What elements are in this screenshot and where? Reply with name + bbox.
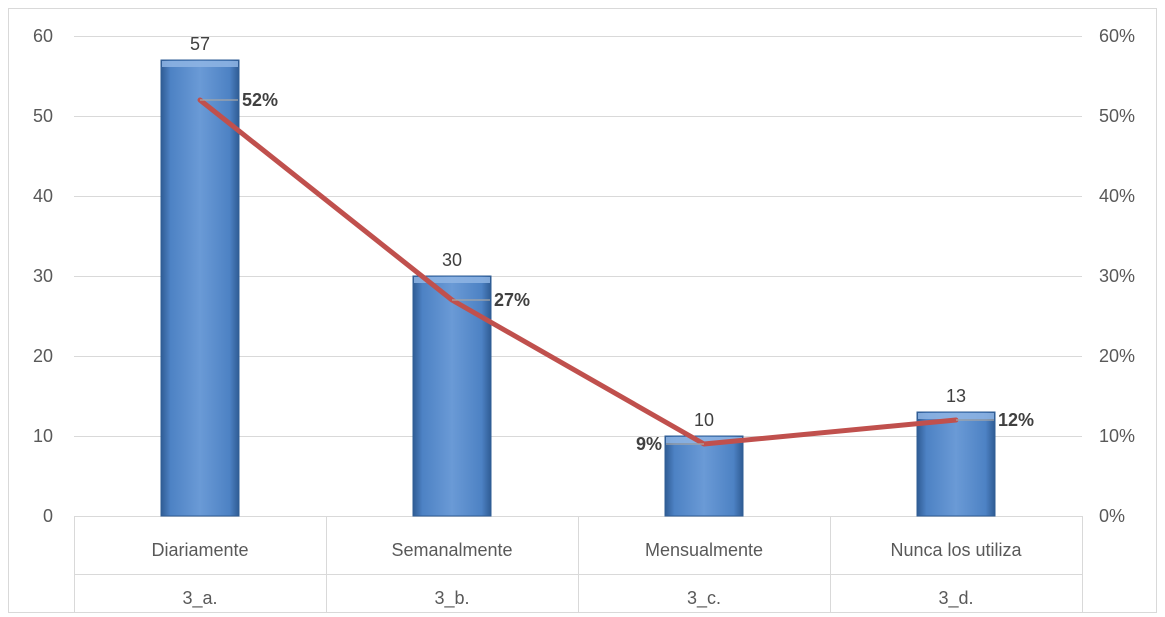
y2-tick-label: 20% [1099,346,1135,366]
y-tick-label: 60 [33,26,53,46]
bar [916,411,996,517]
y-tick-label: 20 [33,346,53,366]
y2-tick-label: 50% [1099,106,1135,126]
y-tick-label: 40 [33,186,53,206]
bar [412,275,492,517]
bar-top-highlight [918,413,994,419]
category-code: 3_a. [182,588,217,609]
bar-value-label: 57 [190,34,210,54]
category-code: 3_d. [938,588,973,609]
bar-top-highlight [414,277,490,283]
category-label: Semanalmente [391,540,512,560]
y-tick-label: 0 [43,506,53,526]
percent-label: 9% [636,434,662,454]
chart-frame [8,8,1157,613]
category-code: 3_b. [434,588,469,609]
percent-label: 27% [494,290,530,310]
percent-line [197,97,959,447]
y-axis-left: 0 10 20 30 40 50 60 [33,26,53,526]
y2-tick-label: 10% [1099,426,1135,446]
y2-tick-label: 0% [1099,506,1125,526]
percent-label: 12% [998,410,1034,430]
bar [160,59,240,517]
y-tick-label: 30 [33,266,53,286]
y2-tick-label: 40% [1099,186,1135,206]
gridlines [74,36,1082,517]
y-tick-label: 50 [33,106,53,126]
percent-series-line [197,97,959,447]
bar-top-highlight [666,437,742,443]
bar [664,435,744,517]
category-code: 3_c. [687,588,721,609]
bars [160,59,996,517]
bar-value-label: 30 [442,250,462,270]
y2-tick-label: 60% [1099,26,1135,46]
category-label: Diariamente [151,540,248,560]
y-axis-right: 0% 10% 20% 30% 40% 50% 60% [1099,26,1135,526]
y-tick-label: 10 [33,426,53,446]
bar-value-label: 10 [694,410,714,430]
bar-top-highlight [162,61,238,67]
percent-label: 52% [242,90,278,110]
x-axis: Diariamente 3_a. Semanalmente 3_b. Mensualme… [74,516,1083,612]
category-label: Nunca los utiliza [890,540,1022,560]
bar-value-label: 13 [946,386,966,406]
category-label: Mensualmente [645,540,763,560]
data-labels: 57 30 10 13 52% 27% 9% 12% [190,34,1034,454]
y2-tick-label: 30% [1099,266,1135,286]
